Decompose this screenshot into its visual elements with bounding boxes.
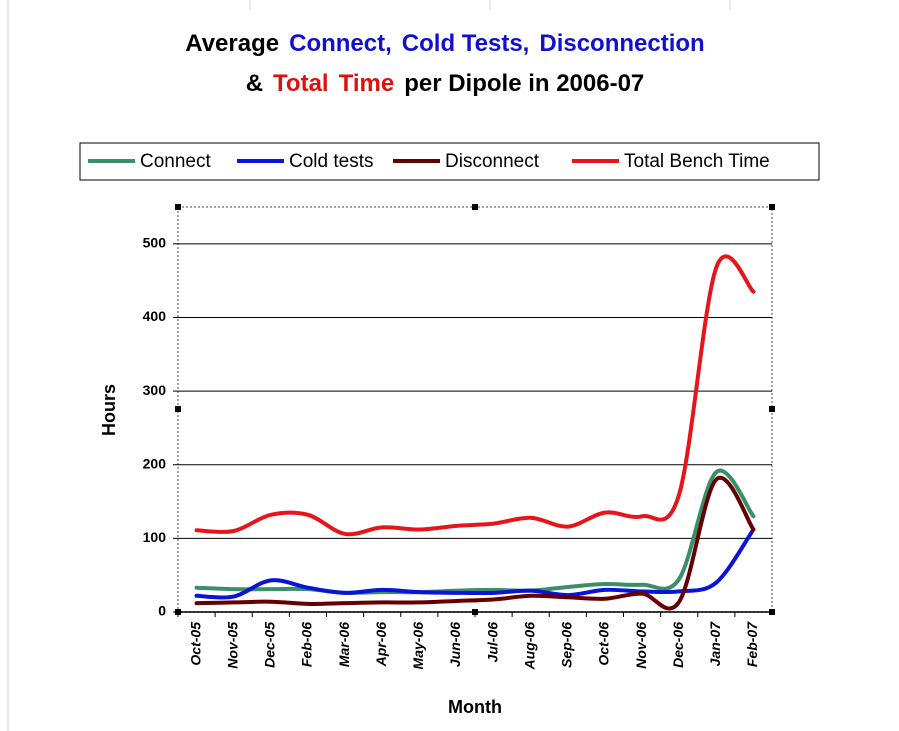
y-tick-label: 300 (143, 382, 167, 398)
line-series (194, 468, 756, 595)
y-axis-label: Hours (99, 384, 119, 436)
x-tick-label: Dec-06 (670, 622, 686, 668)
y-tick-label: 0 (158, 603, 166, 619)
x-tick-label: Jul-06 (484, 622, 500, 663)
title-part: per Dipole in 2006-07 (404, 70, 644, 97)
x-tick-label: Oct-06 (596, 622, 612, 666)
title-part: Average (185, 30, 279, 57)
title-part: Cold Tests, (402, 30, 530, 57)
x-tick-label: Apr-06 (373, 622, 389, 668)
line-series (194, 527, 756, 600)
chart-title: & Total Time per Dipole in 2006-07 (246, 70, 645, 97)
y-tick-label: 100 (143, 529, 167, 545)
x-tick-label: Nov-06 (633, 622, 649, 669)
y-tick-label: 200 (143, 455, 167, 471)
x-tick-label: Sep-06 (559, 622, 575, 668)
title-part: Disconnection (539, 30, 704, 57)
x-tick-label: Aug-06 (521, 622, 537, 671)
plot-area (177, 206, 773, 613)
x-tick-label: Mar-06 (336, 622, 352, 667)
line-series (194, 475, 756, 611)
legend-label: Disconnect (445, 151, 540, 172)
x-tick-label: May-06 (410, 622, 426, 670)
sheet-grid (7, 0, 731, 731)
x-tick-label: Nov-05 (224, 622, 240, 669)
legend-label: Cold tests (289, 151, 373, 172)
legend-box (79, 142, 820, 181)
y-tick-label: 500 (143, 235, 167, 251)
x-tick-label: Jun-06 (447, 622, 463, 667)
title-part: Time (339, 70, 395, 97)
chart-title: Average Connect, Cold Tests, Disconnection (185, 30, 704, 57)
title-part: Total (273, 70, 329, 97)
selection-handles (175, 204, 775, 615)
line-series (194, 254, 756, 537)
x-tick-label: Oct-05 (187, 622, 203, 666)
y-tick-label: 400 (143, 308, 167, 324)
legend-label: Total Bench Time (624, 151, 770, 172)
x-tick-label: Feb-07 (744, 621, 760, 667)
legend-label: Connect (140, 151, 211, 172)
title-part: Connect, (289, 30, 392, 57)
title-part: & (246, 70, 263, 97)
x-tick-label: Dec-05 (262, 622, 278, 668)
x-tick-label: Feb-06 (299, 622, 315, 667)
x-tick-label: Jan-07 (707, 621, 723, 667)
x-axis-label: Month (448, 697, 502, 717)
